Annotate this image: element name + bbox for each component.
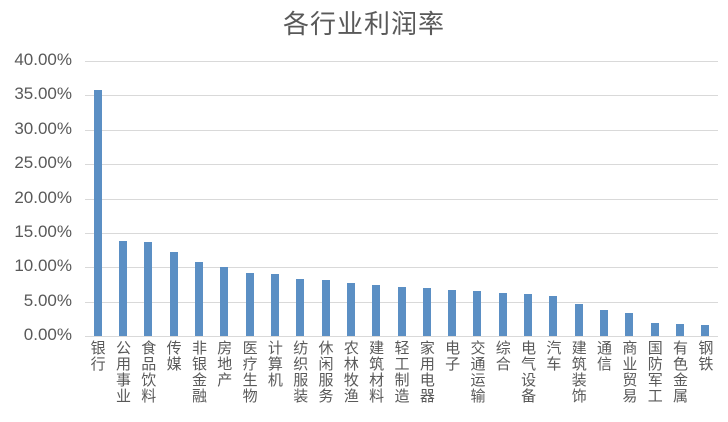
y-tick-label: 0.00% (23, 325, 72, 344)
y-tick-label: 15.00% (14, 221, 72, 241)
bar (144, 242, 153, 336)
plot-area (85, 61, 718, 337)
x-tick-label: 非银金融 (189, 340, 208, 404)
bar (498, 293, 507, 336)
gridline (85, 95, 718, 97)
x-tick-label: 纺织服装 (291, 340, 310, 404)
bar (549, 296, 558, 336)
chart-title: 各行业利润率 (282, 10, 445, 40)
x-tick-label: 通信 (595, 340, 614, 372)
x-tick-label: 交通运输 (468, 340, 487, 404)
bar (625, 312, 634, 336)
y-tick-label: 30.00% (14, 118, 72, 138)
y-tick-label: 25.00% (14, 153, 72, 173)
x-tick-label: 传媒 (164, 340, 183, 372)
gridline (85, 232, 718, 234)
x-tick-label: 家用电器 (417, 340, 436, 404)
bar (118, 240, 127, 336)
bar (321, 280, 330, 336)
x-tick-label: 商业贸易 (620, 340, 639, 404)
gridline (85, 267, 718, 269)
bar (296, 279, 305, 336)
gridline (85, 336, 718, 337)
bar (220, 267, 229, 336)
gridline (85, 61, 718, 62)
bar (397, 287, 406, 336)
bar (194, 262, 203, 336)
x-tick-label: 休闲服务 (316, 340, 335, 404)
x-tick-label: 有色金属 (671, 340, 690, 404)
x-tick-label: 农林牧渔 (341, 340, 360, 404)
y-tick-label: 5.00% (23, 290, 72, 310)
x-tick-label: 钢铁 (696, 340, 715, 372)
bar (93, 89, 102, 336)
y-tick-label: 20.00% (14, 187, 72, 207)
x-tick-label: 国防军工 (645, 340, 664, 404)
gridline (85, 198, 718, 200)
bar (524, 294, 533, 336)
x-tick-label: 房地产 (215, 340, 234, 388)
bar (701, 325, 710, 336)
bar (372, 285, 381, 336)
bar (245, 272, 254, 336)
bar (169, 252, 178, 336)
bar (473, 291, 482, 336)
bar (448, 290, 457, 336)
bar (346, 283, 355, 336)
gridline (85, 129, 718, 131)
x-tick-label: 建筑装饰 (569, 340, 588, 404)
x-tick-label: 轻工制造 (392, 340, 411, 404)
y-tick-label: 10.00% (14, 256, 72, 276)
x-tick-label: 电子 (443, 340, 462, 372)
bar (270, 274, 279, 336)
x-tick-label: 电气设备 (519, 340, 538, 404)
gridline (85, 164, 718, 166)
bar (574, 304, 583, 336)
x-tick-label: 建筑材料 (367, 340, 386, 404)
y-tick-label: 35.00% (14, 84, 72, 104)
bar (422, 288, 431, 336)
x-tick-label: 汽车 (544, 340, 563, 372)
bar (650, 322, 659, 336)
x-tick-label: 计算机 (265, 340, 284, 388)
x-tick-label: 食品饮料 (139, 340, 158, 404)
x-tick-label: 医疗生物 (240, 340, 259, 404)
x-tick-label: 银行 (88, 340, 107, 372)
bar (600, 309, 609, 336)
y-tick-label: 40.00% (14, 50, 72, 69)
bar (676, 324, 685, 336)
x-tick-label: 公用事业 (113, 340, 132, 404)
x-tick-label: 综合 (493, 340, 512, 372)
